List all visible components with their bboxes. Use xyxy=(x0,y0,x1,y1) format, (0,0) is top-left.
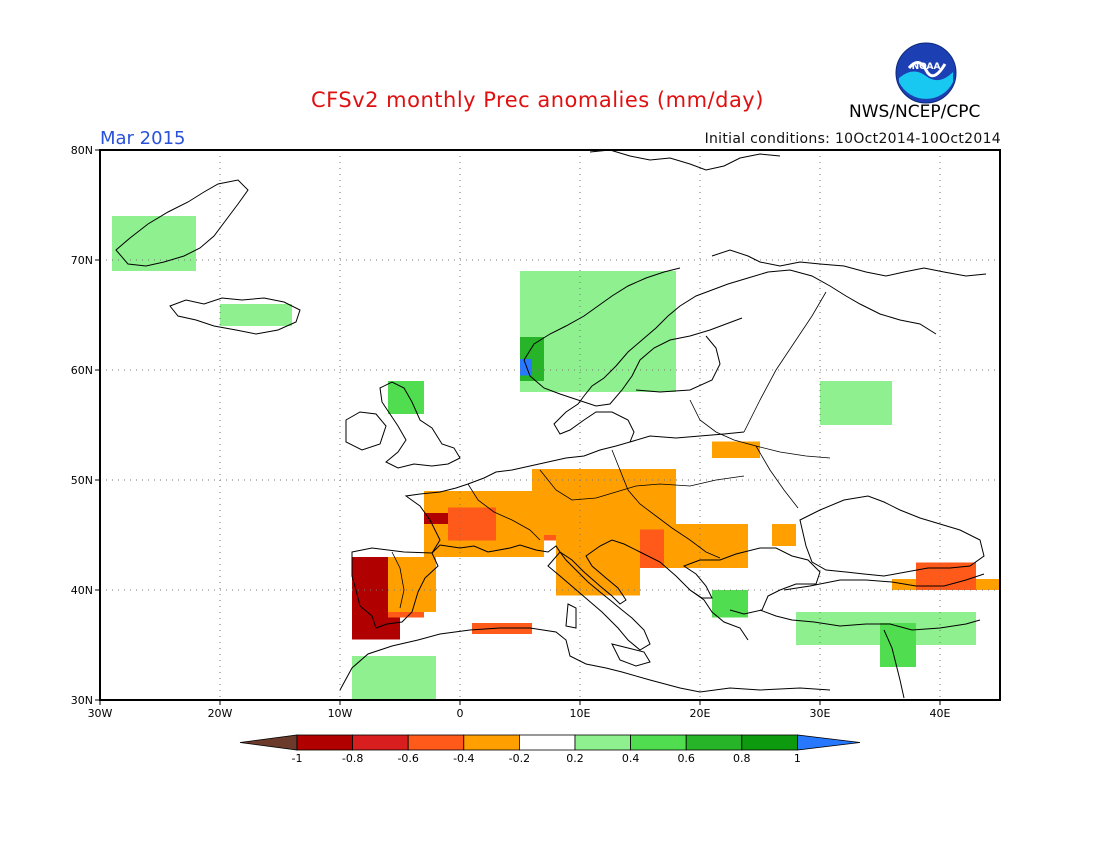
noaa-logo-text: NOAA xyxy=(912,62,941,72)
anomaly-cell-morocco xyxy=(352,656,436,700)
colorbar-right-extend xyxy=(797,734,861,751)
agency-label: NWS/NCEP/CPC xyxy=(849,102,981,122)
lon-tick-label: 0 xyxy=(457,707,464,720)
colorbar-tick-label: -0.8 xyxy=(342,752,363,765)
lat-tick-label: 30N xyxy=(71,694,93,707)
initial-conditions: Initial conditions: 10Oct2014-10Oct2014 xyxy=(704,131,1001,147)
coastlines xyxy=(115,149,987,699)
colorbar-tick-label: 1 xyxy=(794,752,801,765)
noaa-logo: NOAA xyxy=(895,42,957,104)
country-borders xyxy=(391,291,831,609)
lat-tick-label: 50N xyxy=(71,474,93,487)
colorbar-segment xyxy=(463,734,520,751)
lon-tick-label: 20W xyxy=(208,707,233,720)
anomaly-cell-poland xyxy=(712,441,760,458)
colorbar-tick-label: -1 xyxy=(292,752,303,765)
lat-tick-label: 60N xyxy=(71,364,93,377)
colorbar-segment xyxy=(685,734,743,751)
anomaly-cell-italy xyxy=(556,535,640,596)
lon-tick-label: 10W xyxy=(328,707,353,720)
lon-tick-label: 10E xyxy=(570,707,591,720)
lon-tick-label: 40E xyxy=(930,707,951,720)
colorbar-segment xyxy=(630,734,687,751)
colorbar-tick-label: 0.8 xyxy=(733,752,751,765)
anomaly-cell-levant xyxy=(880,623,916,667)
lon-tick-label: 30W xyxy=(88,707,113,720)
axis-labels: 30N 40N 50N 60N 70N 80N 30W 20W 10W 0 10E 20E 30E 40E xyxy=(71,144,951,720)
colorbar-tick-label: -0.6 xyxy=(397,752,418,765)
anomaly-cell-central-europe xyxy=(532,469,676,535)
colorbar-segment xyxy=(352,734,409,751)
anomaly-cell-norway-coast xyxy=(520,271,676,392)
anomaly-cell-balkans-orange xyxy=(664,524,748,568)
colorbar-segment xyxy=(519,734,576,751)
colorbar: -1 -0.8 -0.6 -0.4 -0.2 0.2 0.4 0.6 0.8 1 xyxy=(239,734,861,765)
lat-tick-label: 80N xyxy=(71,144,93,157)
colorbar-tick-label: -0.4 xyxy=(453,752,474,765)
colorbar-tick-label: 0.2 xyxy=(566,752,584,765)
lon-tick-label: 30E xyxy=(810,707,831,720)
anomaly-cell-france-west xyxy=(448,507,496,541)
anomaly-cell-russia-west xyxy=(820,381,892,425)
anomaly-cell-black-sea-west xyxy=(772,524,796,546)
anomaly-cell-spain-north xyxy=(388,557,436,612)
colorbar-tick-label: 0.6 xyxy=(677,752,695,765)
lat-tick-label: 40N xyxy=(71,584,93,597)
anomaly-cell-norway-west xyxy=(520,359,532,376)
anomaly-cell-iceland xyxy=(220,304,292,326)
colorbar-segment xyxy=(574,734,631,751)
graticule xyxy=(100,150,1000,700)
chart-title: CFSv2 monthly Prec anomalies (mm/day) xyxy=(311,88,764,112)
lon-tick-label: 20E xyxy=(690,707,711,720)
anomaly-cell-biscay xyxy=(424,513,448,524)
colorbar-left-extend xyxy=(239,734,298,751)
forecast-month: Mar 2015 xyxy=(100,128,186,149)
noaa-logo-graphic: NOAA xyxy=(895,42,957,104)
map-frame xyxy=(99,149,1001,701)
colorbar-segment xyxy=(741,734,798,751)
colorbar-segment xyxy=(296,734,353,751)
colorbar-tick-label: -0.2 xyxy=(509,752,530,765)
anomaly-cell-greenland xyxy=(112,216,196,271)
lat-tick-label: 70N xyxy=(71,254,93,267)
colorbar-segment xyxy=(407,734,465,751)
colorbar-tick-label: 0.4 xyxy=(622,752,640,765)
anomaly-cell-scotland xyxy=(388,381,424,414)
